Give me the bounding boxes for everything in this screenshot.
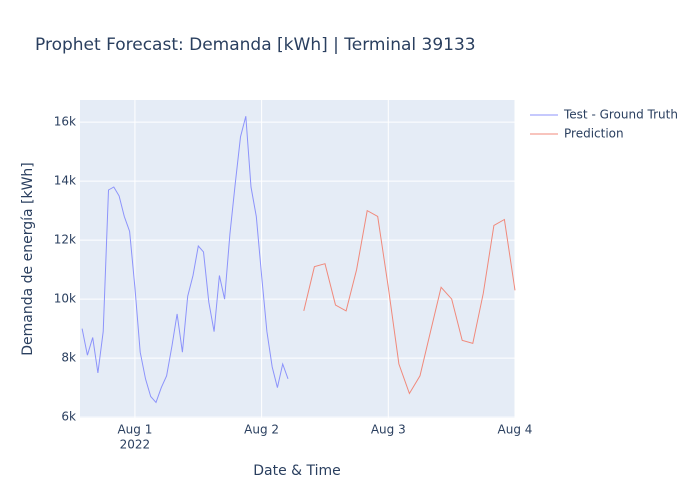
y-tick-label: 12k: [54, 233, 76, 247]
x-tick-label: Aug 4: [498, 423, 533, 437]
y-axis-label: Demanda de energía [kWh]: [20, 162, 36, 356]
y-tick-label: 10k: [54, 292, 76, 306]
series-line: [303, 209, 516, 395]
x-tick-label: Aug 2: [244, 423, 279, 437]
x-tick-year-label: 2022: [120, 438, 151, 452]
y-tick-label: 14k: [54, 174, 76, 188]
legend-label: Prediction: [564, 127, 624, 141]
y-tick-label: 16k: [54, 115, 76, 129]
x-axis-label: Date & Time: [253, 463, 341, 479]
plot-area: [80, 100, 515, 418]
x-tick-label: Aug 1: [117, 423, 152, 437]
y-tick-label: 6k: [61, 410, 76, 424]
legend-label: Test - Ground Truth: [563, 108, 678, 122]
series-line: [81, 116, 289, 404]
chart-title: Prophet Forecast: Demanda [kWh] | Termin…: [35, 35, 476, 55]
x-tick-label: Aug 3: [371, 423, 406, 437]
y-tick-label: 8k: [61, 351, 76, 365]
